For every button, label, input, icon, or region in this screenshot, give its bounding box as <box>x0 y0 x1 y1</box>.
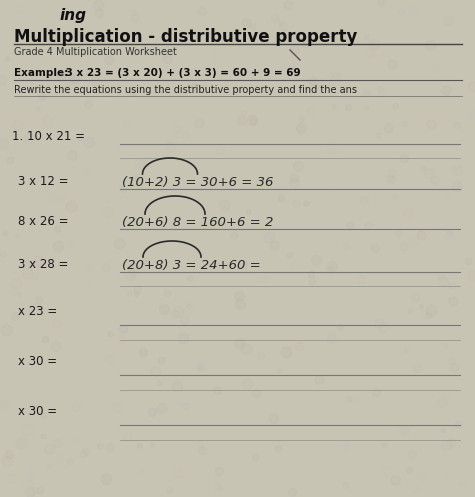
Text: 3 x 12 =: 3 x 12 = <box>18 175 68 188</box>
Text: ing: ing <box>60 8 87 23</box>
Text: Rewrite the equations using the distributive property and find the ans: Rewrite the equations using the distribu… <box>14 85 357 95</box>
Text: Multiplication - distributive property: Multiplication - distributive property <box>14 28 357 46</box>
Text: x 23 =: x 23 = <box>18 305 57 318</box>
Text: (10+2) 3 = 30+6 = 36: (10+2) 3 = 30+6 = 36 <box>122 176 274 189</box>
Text: x 30 =: x 30 = <box>18 405 57 418</box>
Text: 3 x 28 =: 3 x 28 = <box>18 258 68 271</box>
Text: (20+8) 3 = 24+60 =: (20+8) 3 = 24+60 = <box>122 259 261 272</box>
Text: 8 x 26 =: 8 x 26 = <box>18 215 68 228</box>
Text: x 30 =: x 30 = <box>18 355 57 368</box>
Text: Example:: Example: <box>14 68 68 78</box>
Text: Grade 4 Multiplication Worksheet: Grade 4 Multiplication Worksheet <box>14 47 177 57</box>
Text: 1. 10 x 21 =: 1. 10 x 21 = <box>12 130 85 143</box>
Text: 3 x 23 = (3 x 20) + (3 x 3) = 60 + 9 = 69: 3 x 23 = (3 x 20) + (3 x 3) = 60 + 9 = 6… <box>62 68 301 78</box>
Text: (20+6) 8 = 160+6 = 2: (20+6) 8 = 160+6 = 2 <box>122 216 274 229</box>
